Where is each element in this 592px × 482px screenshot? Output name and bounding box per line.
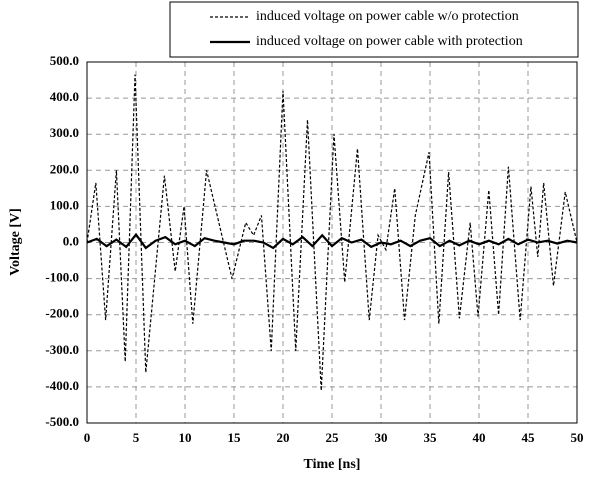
x-tick-label: 5 <box>133 430 140 445</box>
y-tick-label: 500.0 <box>50 53 79 68</box>
x-tick-label: 15 <box>228 430 242 445</box>
legend-label: induced voltage on power cable with prot… <box>256 34 523 49</box>
y-tick-label: -100.0 <box>45 270 79 285</box>
line-series <box>86 232 578 250</box>
y-tick-label: -400.0 <box>45 378 79 393</box>
legend-box <box>169 1 579 58</box>
y-tick-label: 200.0 <box>50 161 79 176</box>
x-tick-label: 10 <box>179 430 192 445</box>
x-tick-label: 20 <box>277 430 290 445</box>
line-series <box>86 74 578 391</box>
y-tick-label: -200.0 <box>45 306 79 321</box>
x-tick-label: 25 <box>326 430 340 445</box>
y-axis-label: Voltage [V] <box>8 208 23 276</box>
y-tick-label: 100.0 <box>50 197 79 212</box>
legend-label: induced voltage on power cable w/o prote… <box>256 9 519 24</box>
y-tick-label: -300.0 <box>45 342 79 357</box>
x-tick-label: 40 <box>473 430 486 445</box>
y-tick-label: 300.0 <box>50 125 79 140</box>
x-tick-label: 35 <box>424 430 438 445</box>
x-tick-label: 30 <box>375 430 388 445</box>
x-tick-label: 45 <box>522 430 536 445</box>
y-tick-label: 0.0 <box>63 233 79 248</box>
y-tick-label: 400.0 <box>50 89 79 104</box>
y-tick-label: -500.0 <box>45 414 79 429</box>
x-tick-label: 0 <box>84 430 91 445</box>
x-axis-label: Time [ns] <box>304 457 361 472</box>
x-tick-label: 50 <box>571 430 584 445</box>
